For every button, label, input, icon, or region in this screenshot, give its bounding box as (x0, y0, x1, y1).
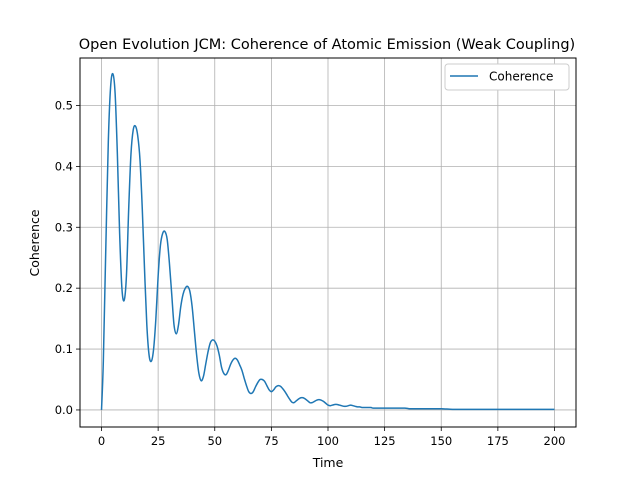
y-tick-label: 0.5 (55, 98, 73, 112)
y-tick-label: 0.3 (55, 220, 73, 234)
y-tick-label: 0.1 (55, 342, 73, 356)
y-tick-label: 0.0 (55, 403, 73, 417)
x-tick-label: 75 (264, 434, 279, 448)
y-tick-label: 0.4 (55, 159, 73, 173)
legend: Coherence (444, 63, 570, 91)
series-line-coherence (100, 72, 555, 411)
y-tick-label: 0.2 (55, 281, 73, 295)
ticks: 0 25 50 75 100 125 150 175 200 0.0 0.1 0.2 0.3 0.4 0.5 (55, 98, 566, 448)
legend-label-coherence: Coherence (489, 70, 553, 84)
x-axis-label: Time (312, 455, 344, 470)
legend-box (444, 63, 570, 91)
x-tick-label: 175 (487, 434, 509, 448)
chart-title: Open Evolution JCM: Coherence of Atomic … (79, 37, 575, 53)
x-tick-label: 50 (207, 434, 222, 448)
series-layer (100, 72, 555, 411)
y-axis-label: Coherence (27, 209, 42, 276)
x-tick-label: 125 (374, 434, 396, 448)
x-tick-label: 0 (98, 434, 105, 448)
x-tick-label: 25 (151, 434, 166, 448)
x-tick-label: 100 (317, 434, 339, 448)
x-tick-label: 200 (544, 434, 566, 448)
x-tick-label: 150 (430, 434, 452, 448)
